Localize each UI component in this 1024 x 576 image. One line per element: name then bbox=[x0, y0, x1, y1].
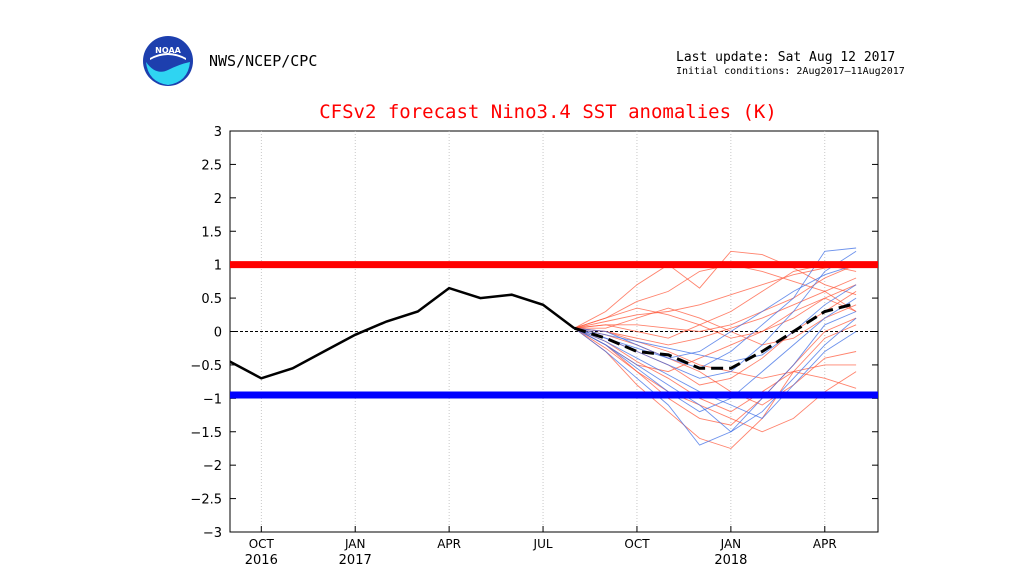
ensemble-member-line bbox=[574, 250, 857, 329]
y-tick-label: 3 bbox=[214, 125, 222, 140]
y-tick-label: −1 bbox=[203, 392, 222, 407]
noaa-logo-text: NOAA bbox=[155, 46, 181, 55]
ensemble-member-line bbox=[574, 327, 857, 406]
ensemble-member-line bbox=[574, 250, 857, 379]
x-tick-month-label: OCT bbox=[249, 537, 275, 551]
noaa-logo-gull bbox=[150, 53, 186, 60]
x-tick-year-label: 2016 bbox=[245, 553, 278, 568]
x-tick-month-label: APR bbox=[437, 537, 461, 551]
y-tick-label: 1 bbox=[214, 259, 222, 274]
ensemble-mean-line bbox=[573, 301, 857, 370]
ensemble-member-line bbox=[574, 277, 857, 346]
y-tick-label: 1.5 bbox=[201, 225, 222, 240]
ensemble-member-line bbox=[574, 317, 857, 433]
y-tick-label: −2.5 bbox=[190, 493, 222, 508]
initial-conditions: Initial conditions: 2Aug2017–11Aug2017 bbox=[676, 66, 905, 77]
x-tick-year-label: 2018 bbox=[714, 553, 747, 568]
chart-title: CFSv2 forecast Nino3.4 SST anomalies (K) bbox=[319, 101, 777, 123]
y-tick-label: −3 bbox=[203, 526, 222, 541]
ensemble-member-line bbox=[574, 304, 857, 346]
ensemble-member-line bbox=[574, 327, 857, 433]
x-tick-month-label: OCT bbox=[624, 537, 650, 551]
observed-line bbox=[229, 286, 576, 380]
x-tick-month-label: JAN bbox=[720, 537, 742, 551]
ensemble-member-line bbox=[574, 297, 857, 413]
x-tick-month-label: JUL bbox=[533, 537, 553, 551]
ensemble-member-line bbox=[574, 317, 857, 426]
y-tick-label: −0.5 bbox=[190, 359, 222, 374]
ensemble-member-line bbox=[574, 327, 857, 413]
noaa-logo: NOAA bbox=[143, 36, 193, 86]
plot-area: 3 2.5 2 1.5 1 0.5 0 −0.5 −1 −1.5 −2 −2.5 −3 OCT 2016 JA… bbox=[190, 125, 879, 568]
y-tick-label: 2.5 bbox=[201, 158, 222, 173]
ensemble-member-line bbox=[574, 264, 857, 332]
agency-label: NWS/NCEP/CPC bbox=[209, 52, 318, 70]
x-tick-year-label: 2017 bbox=[339, 553, 372, 568]
ensemble-member-line bbox=[574, 247, 857, 369]
ensemble-member-line bbox=[574, 264, 857, 329]
y-tick-label: −2 bbox=[203, 459, 222, 474]
ensemble-member-line bbox=[574, 311, 857, 446]
y-tick-label: 0.5 bbox=[201, 292, 222, 307]
last-update: Last update: Sat Aug 12 2017 bbox=[676, 50, 896, 65]
y-tick-label: 2 bbox=[214, 192, 222, 207]
ensemble-member-line bbox=[574, 324, 857, 450]
ensemble-member-line bbox=[574, 284, 857, 363]
x-tick-month-label: APR bbox=[813, 537, 837, 551]
y-tick-label: −1.5 bbox=[190, 426, 222, 441]
noaa-logo-wave bbox=[146, 62, 190, 85]
ensemble-member-line bbox=[574, 284, 857, 339]
x-tick-month-label: JAN bbox=[344, 537, 366, 551]
y-tick-label: 0 bbox=[214, 326, 222, 341]
